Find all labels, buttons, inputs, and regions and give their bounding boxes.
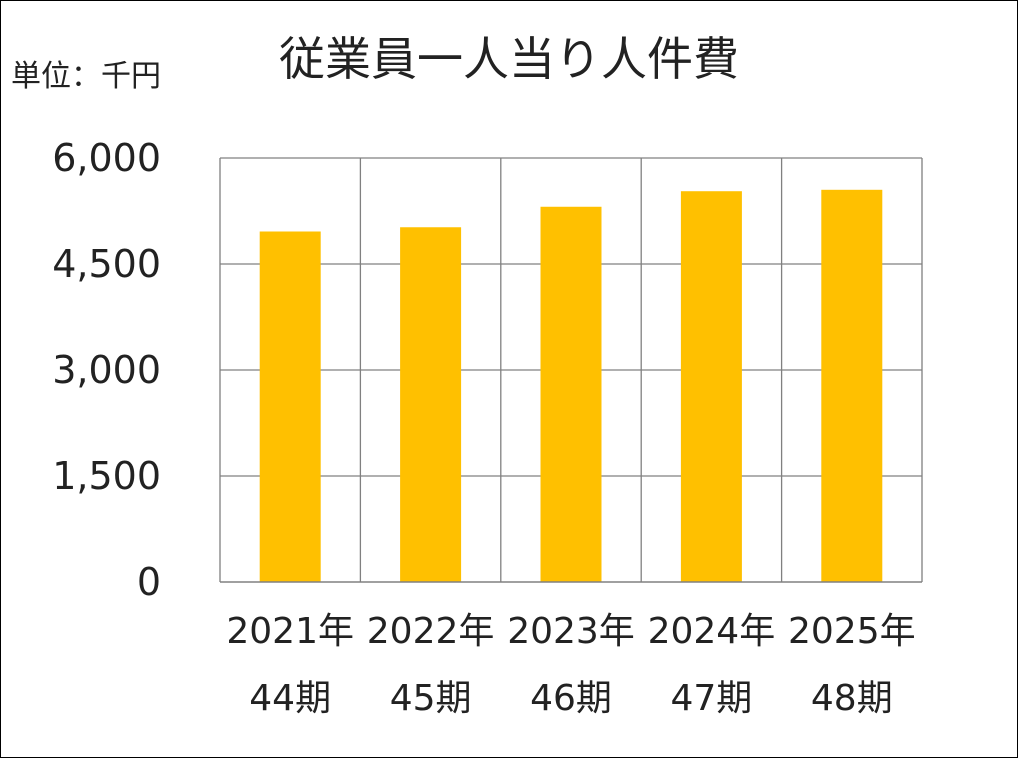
x-tick-sublabel: 44期 [249, 678, 331, 719]
x-tick-sublabel: 45期 [390, 678, 472, 719]
x-tick-sublabel: 48期 [811, 678, 893, 719]
bar [540, 206, 602, 582]
bar [400, 227, 462, 582]
x-tick-label: 2022年 [367, 611, 495, 652]
label-layer: 0 1,500 3,000 4,500 6,000 2021年 44期 2022年 45期 202… [52, 136, 915, 719]
y-tick-label: 3,000 [52, 348, 161, 392]
x-tick-label: 2021年 [226, 611, 354, 652]
unit-label: 単位：千円 [11, 59, 161, 94]
y-tick-label: 1,500 [52, 454, 161, 498]
x-tick-label: 2025年 [788, 611, 916, 652]
bar-layer [259, 189, 883, 583]
y-tick-label: 4,500 [52, 242, 161, 286]
bar [259, 231, 321, 582]
x-tick-sublabel: 46期 [530, 678, 612, 719]
y-tick-label: 0 [137, 560, 161, 604]
x-tick-label: 2024年 [648, 611, 776, 652]
bar [821, 189, 883, 583]
y-tick-label: 6,000 [52, 136, 161, 180]
x-tick-label: 2023年 [507, 611, 635, 652]
chart-title: 従業員一人当り人件費 [279, 32, 739, 86]
x-tick-sublabel: 47期 [670, 678, 752, 719]
bar [680, 191, 742, 583]
